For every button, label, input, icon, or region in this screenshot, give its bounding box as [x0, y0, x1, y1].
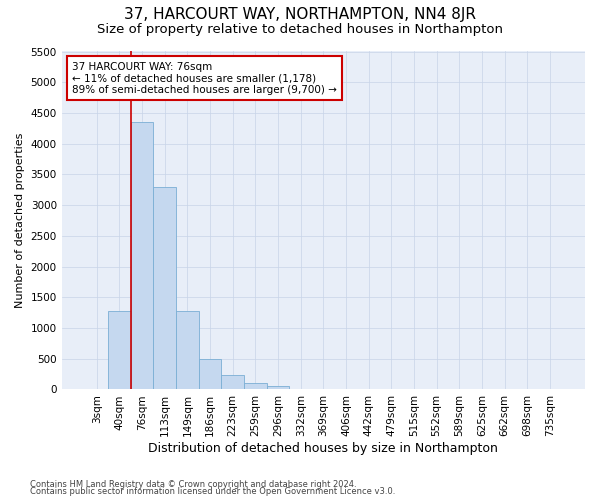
Bar — [154, 186, 176, 390]
Y-axis label: Number of detached properties: Number of detached properties — [15, 133, 25, 308]
Text: Contains HM Land Registry data © Crown copyright and database right 2024.: Contains HM Land Registry data © Crown c… — [30, 480, 356, 489]
Bar — [266, 386, 289, 390]
Bar — [176, 311, 199, 390]
Text: Contains public sector information licensed under the Open Government Licence v3: Contains public sector information licen… — [30, 487, 395, 496]
Bar — [244, 384, 266, 390]
Bar — [199, 360, 221, 390]
Bar — [108, 311, 131, 390]
Text: 37, HARCOURT WAY, NORTHAMPTON, NN4 8JR: 37, HARCOURT WAY, NORTHAMPTON, NN4 8JR — [124, 8, 476, 22]
Text: Size of property relative to detached houses in Northampton: Size of property relative to detached ho… — [97, 22, 503, 36]
Text: 37 HARCOURT WAY: 76sqm
← 11% of detached houses are smaller (1,178)
89% of semi-: 37 HARCOURT WAY: 76sqm ← 11% of detached… — [72, 62, 337, 95]
Bar — [131, 122, 154, 390]
Bar — [221, 376, 244, 390]
X-axis label: Distribution of detached houses by size in Northampton: Distribution of detached houses by size … — [148, 442, 498, 455]
